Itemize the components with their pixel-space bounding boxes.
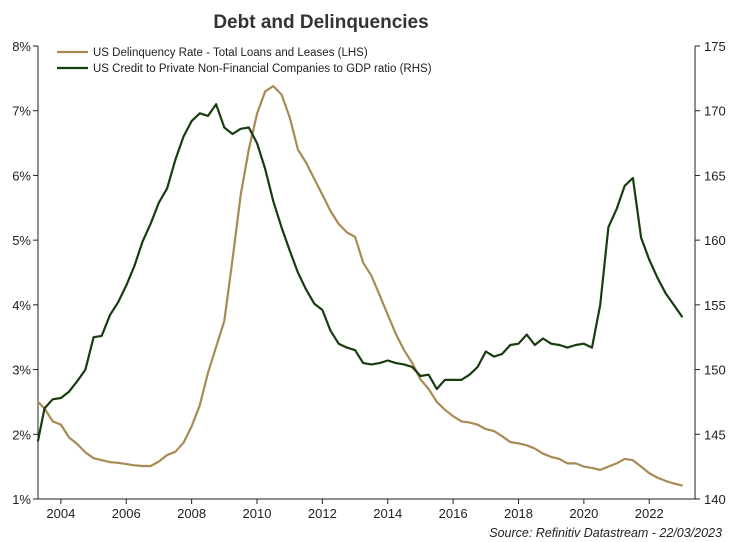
x-tick-label: 2012 — [308, 506, 337, 521]
x-tick-label: 2004 — [46, 506, 75, 521]
x-tick-label: 2020 — [569, 506, 598, 521]
left-tick-label: 8% — [12, 39, 31, 54]
x-axis-ticks: 2004 2006 2008 2010 2012 2014 2016 2018 2020 2022 — [46, 499, 664, 521]
left-tick-label: 5% — [12, 233, 31, 248]
left-tick-label: 4% — [12, 298, 31, 313]
right-tick-label: 155 — [704, 298, 726, 313]
right-axis-ticks: 140 145 150 155 160 165 170 175 — [695, 39, 726, 507]
left-tick-label: 3% — [12, 363, 31, 378]
x-tick-label: 2008 — [177, 506, 206, 521]
right-tick-label: 170 — [704, 104, 726, 119]
left-tick-label: 7% — [12, 104, 31, 119]
left-tick-label: 2% — [12, 427, 31, 442]
legend: US Delinquency Rate - Total Loans and Le… — [57, 47, 432, 75]
delinquency-rate-line — [36, 84, 684, 487]
left-tick-label: 1% — [12, 492, 31, 507]
credit-to-gdp-line — [36, 103, 684, 442]
left-axis-ticks: 1% 2% 3% 4% 5% 6% 7% 8% — [12, 39, 38, 507]
legend-label: US Delinquency Rate - Total Loans and Le… — [93, 47, 368, 59]
x-tick-label: 2006 — [112, 506, 141, 521]
legend-label: US Credit to Private Non-Financial Compa… — [93, 63, 432, 75]
right-tick-label: 165 — [704, 168, 726, 183]
right-tick-label: 145 — [704, 427, 726, 442]
series-lines — [36, 84, 684, 487]
x-tick-label: 2022 — [635, 506, 664, 521]
source-note: Source: Refinitiv Datastream - 22/03/202… — [489, 526, 722, 540]
right-tick-label: 150 — [704, 363, 726, 378]
right-tick-label: 160 — [704, 233, 726, 248]
right-tick-label: 175 — [704, 39, 726, 54]
right-tick-label: 140 — [704, 492, 726, 507]
x-tick-label: 2016 — [439, 506, 468, 521]
x-tick-label: 2010 — [243, 506, 272, 521]
left-tick-label: 6% — [12, 168, 31, 183]
axes — [37, 46, 696, 500]
x-tick-label: 2018 — [504, 506, 533, 521]
chart-title: Debt and Delinquencies — [213, 12, 428, 33]
x-tick-label: 2014 — [373, 506, 402, 521]
